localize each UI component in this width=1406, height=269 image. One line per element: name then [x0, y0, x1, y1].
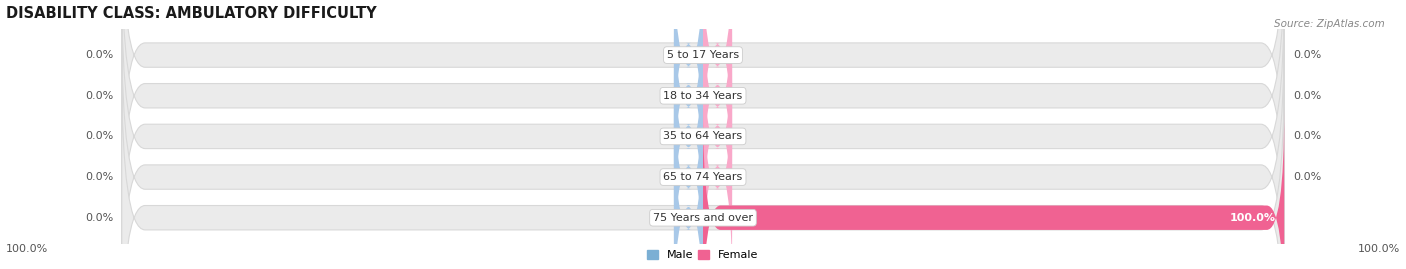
- Text: 18 to 34 Years: 18 to 34 Years: [664, 91, 742, 101]
- FancyBboxPatch shape: [703, 0, 733, 165]
- FancyBboxPatch shape: [673, 67, 703, 269]
- Text: 75 Years and over: 75 Years and over: [652, 213, 754, 223]
- Text: 35 to 64 Years: 35 to 64 Years: [664, 131, 742, 141]
- Legend: Male, Female: Male, Female: [643, 245, 763, 264]
- FancyBboxPatch shape: [673, 27, 703, 246]
- FancyBboxPatch shape: [122, 0, 1284, 246]
- Text: 5 to 17 Years: 5 to 17 Years: [666, 50, 740, 60]
- Text: 100.0%: 100.0%: [1229, 213, 1275, 223]
- FancyBboxPatch shape: [673, 0, 703, 206]
- Text: DISABILITY CLASS: AMBULATORY DIFFICULTY: DISABILITY CLASS: AMBULATORY DIFFICULTY: [6, 6, 377, 20]
- FancyBboxPatch shape: [703, 67, 733, 269]
- Text: Source: ZipAtlas.com: Source: ZipAtlas.com: [1274, 19, 1385, 29]
- Text: 0.0%: 0.0%: [84, 50, 112, 60]
- FancyBboxPatch shape: [122, 0, 1284, 269]
- Text: 0.0%: 0.0%: [84, 172, 112, 182]
- Text: 0.0%: 0.0%: [1294, 172, 1322, 182]
- FancyBboxPatch shape: [673, 0, 703, 165]
- FancyBboxPatch shape: [122, 67, 1284, 269]
- FancyBboxPatch shape: [703, 0, 733, 206]
- FancyBboxPatch shape: [122, 27, 1284, 269]
- Text: 65 to 74 Years: 65 to 74 Years: [664, 172, 742, 182]
- FancyBboxPatch shape: [703, 27, 733, 246]
- FancyBboxPatch shape: [673, 108, 703, 269]
- Text: 0.0%: 0.0%: [1294, 131, 1322, 141]
- Text: 100.0%: 100.0%: [1358, 244, 1400, 254]
- Text: 100.0%: 100.0%: [6, 244, 48, 254]
- Text: 0.0%: 0.0%: [1294, 50, 1322, 60]
- Text: 0.0%: 0.0%: [84, 91, 112, 101]
- FancyBboxPatch shape: [122, 0, 1284, 206]
- Text: 0.0%: 0.0%: [84, 213, 112, 223]
- Text: 0.0%: 0.0%: [84, 131, 112, 141]
- Text: 0.0%: 0.0%: [1294, 91, 1322, 101]
- FancyBboxPatch shape: [703, 108, 1284, 269]
